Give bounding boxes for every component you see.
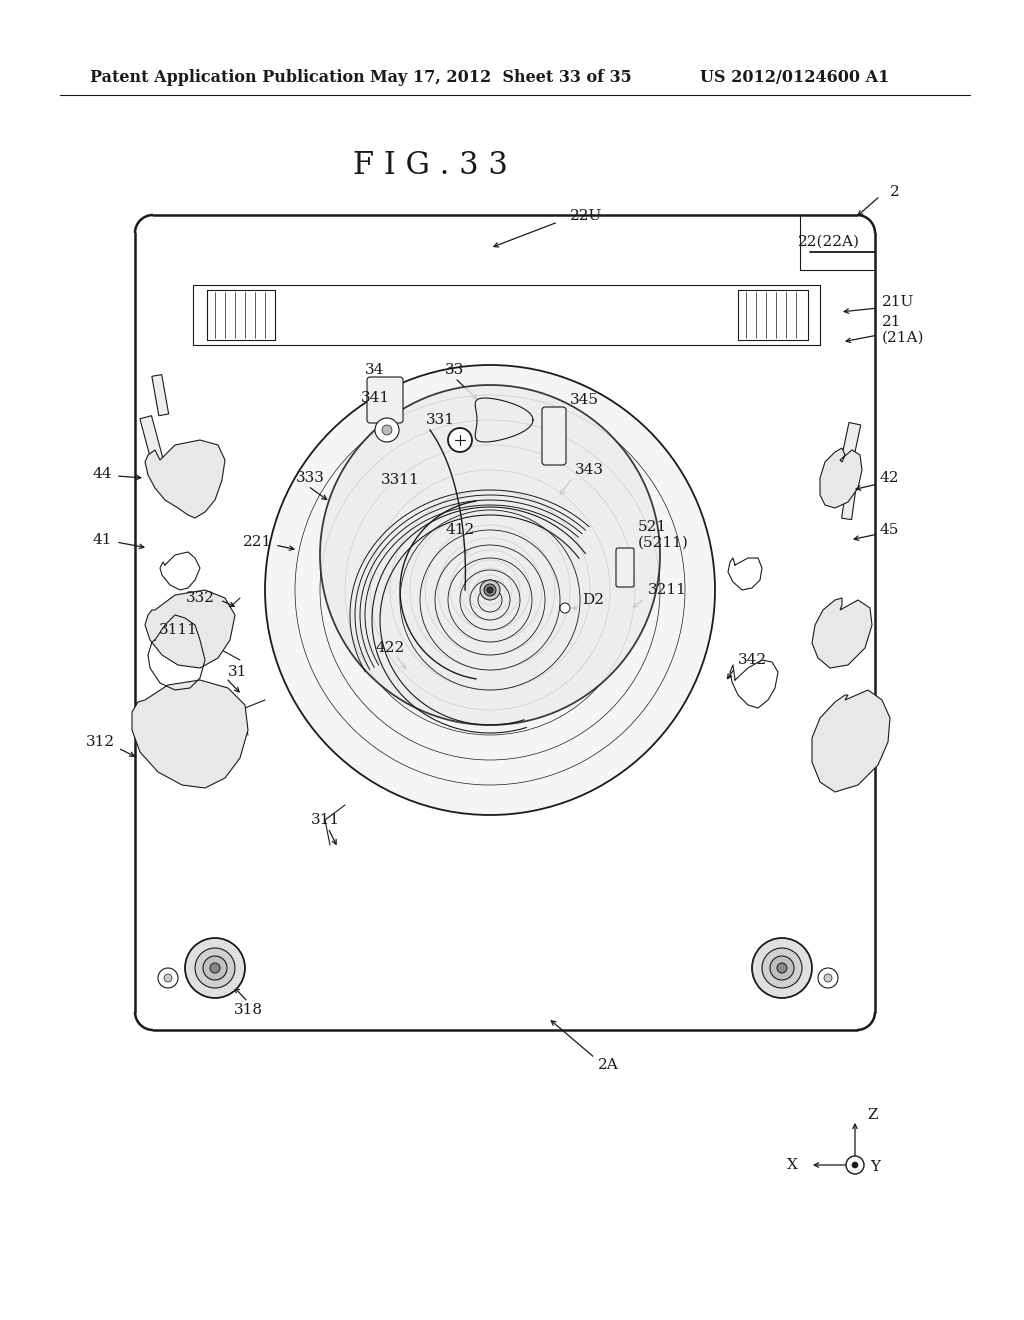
Text: Patent Application Publication: Patent Application Publication	[90, 70, 365, 87]
Text: US 2012/0124600 A1: US 2012/0124600 A1	[700, 70, 890, 87]
Circle shape	[818, 968, 838, 987]
Text: 318: 318	[233, 1003, 262, 1016]
Circle shape	[449, 428, 472, 451]
Circle shape	[185, 939, 245, 998]
Text: 422: 422	[376, 642, 404, 655]
Text: 311: 311	[310, 813, 340, 828]
Circle shape	[158, 968, 178, 987]
Bar	[152, 375, 169, 416]
Text: 21
(21A): 21 (21A)	[882, 315, 925, 345]
Circle shape	[852, 1162, 858, 1168]
Circle shape	[265, 366, 715, 814]
Text: X: X	[787, 1158, 798, 1172]
Polygon shape	[820, 447, 862, 508]
Circle shape	[319, 385, 660, 725]
Text: 3311: 3311	[381, 473, 420, 487]
Text: 2A: 2A	[598, 1059, 618, 1072]
Text: 412: 412	[445, 523, 475, 537]
Bar	[842, 480, 857, 520]
Circle shape	[164, 974, 172, 982]
Text: 342: 342	[738, 653, 767, 667]
Bar	[840, 422, 861, 469]
Circle shape	[824, 974, 831, 982]
Text: May 17, 2012  Sheet 33 of 35: May 17, 2012 Sheet 33 of 35	[370, 70, 632, 87]
Circle shape	[210, 964, 220, 973]
Text: 45: 45	[880, 523, 899, 537]
Text: 33: 33	[445, 363, 465, 378]
Circle shape	[484, 583, 496, 597]
Circle shape	[487, 587, 493, 593]
Circle shape	[762, 948, 802, 987]
Circle shape	[770, 956, 794, 979]
Text: F I G . 3 3: F I G . 3 3	[352, 149, 508, 181]
Text: Y: Y	[870, 1160, 880, 1173]
Circle shape	[777, 964, 787, 973]
Bar	[140, 416, 164, 465]
Circle shape	[375, 418, 399, 442]
Text: 312: 312	[86, 735, 115, 748]
Text: 42: 42	[880, 471, 899, 484]
Text: 2: 2	[890, 185, 900, 199]
Circle shape	[560, 603, 570, 612]
Text: 34: 34	[366, 363, 385, 378]
Circle shape	[480, 579, 500, 601]
Circle shape	[846, 1156, 864, 1173]
FancyBboxPatch shape	[542, 407, 566, 465]
Text: 31: 31	[228, 665, 248, 678]
Text: 3111: 3111	[159, 623, 198, 638]
Text: 341: 341	[360, 391, 389, 405]
Text: 21U: 21U	[882, 294, 914, 309]
Text: 331: 331	[426, 413, 455, 426]
Text: 521
(5211): 521 (5211)	[638, 520, 689, 550]
Polygon shape	[812, 598, 872, 668]
Polygon shape	[132, 680, 248, 788]
Text: 44: 44	[92, 467, 112, 480]
Text: 41: 41	[92, 533, 112, 546]
Text: D2: D2	[582, 593, 604, 607]
Text: 333: 333	[296, 471, 325, 484]
Text: 345: 345	[570, 393, 599, 407]
Circle shape	[752, 939, 812, 998]
Text: Z: Z	[867, 1107, 878, 1122]
Polygon shape	[145, 590, 234, 668]
Polygon shape	[812, 690, 890, 792]
Text: 221: 221	[243, 535, 272, 549]
Text: 22(22A): 22(22A)	[798, 235, 860, 249]
Text: 332: 332	[186, 591, 215, 605]
Text: 22U: 22U	[570, 209, 602, 223]
Circle shape	[203, 956, 227, 979]
Polygon shape	[145, 440, 225, 517]
Text: 343: 343	[575, 463, 604, 477]
Circle shape	[195, 948, 234, 987]
Circle shape	[382, 425, 392, 436]
Text: 3211: 3211	[648, 583, 687, 597]
FancyBboxPatch shape	[616, 548, 634, 587]
FancyBboxPatch shape	[367, 378, 403, 422]
